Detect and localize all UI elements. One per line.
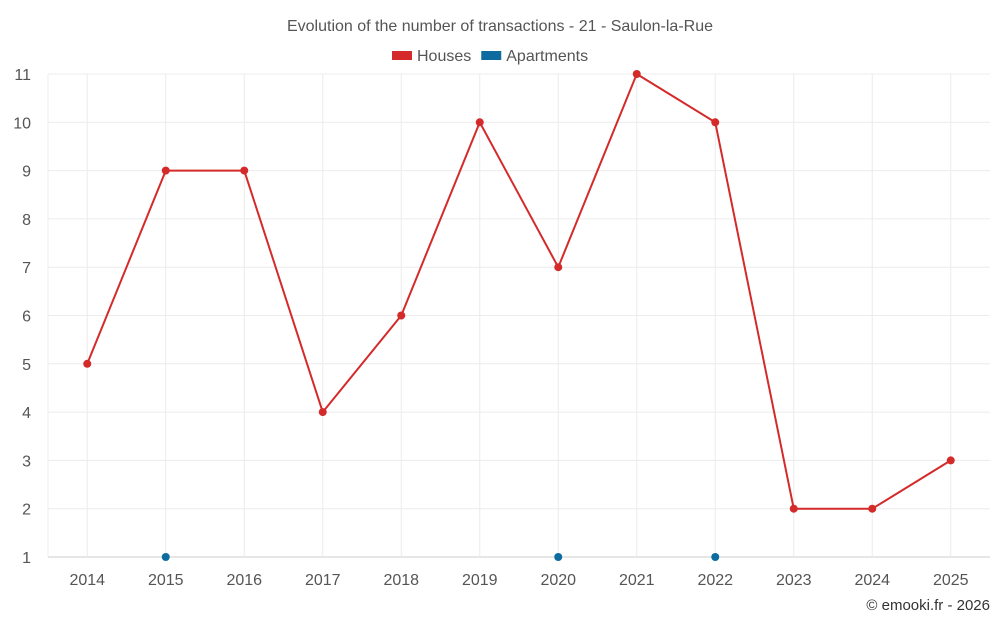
data-point — [789, 504, 798, 513]
x-tick-label: 2014 — [69, 572, 105, 589]
legend-label: Apartments — [506, 48, 588, 65]
data-point — [161, 553, 170, 561]
y-tick-label: 1 — [22, 550, 31, 567]
data-point — [868, 504, 877, 513]
data-point — [318, 408, 327, 417]
grid — [47, 73, 990, 558]
data-point — [161, 166, 170, 175]
data-point — [711, 118, 720, 127]
y-tick-label: 2 — [22, 502, 31, 519]
x-tick-label: 2024 — [854, 572, 890, 589]
x-tick-label: 2016 — [226, 572, 262, 589]
y-tick-label: 5 — [22, 357, 31, 374]
x-tick-label: 2021 — [619, 572, 655, 589]
y-tick-label: 6 — [22, 309, 31, 326]
legend-item-houses[interactable]: Houses — [392, 48, 471, 65]
data-point — [632, 70, 641, 78]
x-tick-label: 2017 — [305, 572, 341, 589]
legend-item-apartments[interactable]: Apartments — [481, 48, 588, 65]
x-tick-label: 2023 — [776, 572, 812, 589]
series-line — [86, 72, 952, 510]
y-tick-label: 9 — [22, 164, 31, 181]
data-point — [946, 456, 955, 465]
legend-swatch — [392, 51, 412, 60]
data-point — [711, 553, 720, 561]
data-point — [475, 118, 484, 127]
legend-swatch — [481, 51, 502, 60]
x-tick-label: 2019 — [462, 572, 498, 589]
y-tick-label: 10 — [13, 115, 31, 132]
legend-label: Houses — [417, 48, 471, 65]
credit-text: © emooki.fr - 2026 — [866, 597, 990, 614]
x-axis-ticks: 2014 2015 2016 2017 2018 2019 2020 2021 2022 2023… — [69, 572, 968, 589]
legend: Houses Apartments — [392, 48, 588, 65]
data-point — [554, 553, 563, 561]
x-tick-label: 2015 — [148, 572, 184, 589]
data-point — [397, 311, 406, 320]
data-point — [240, 166, 249, 175]
x-tick-label: 2018 — [383, 572, 419, 589]
x-tick-label: 2022 — [697, 572, 733, 589]
y-tick-label: 11 — [14, 67, 31, 84]
y-tick-label: 4 — [22, 405, 31, 422]
series-apartments — [161, 553, 720, 561]
y-axis-ticks: 1 2 3 4 5 6 7 8 9 10 11 — [13, 67, 31, 567]
y-tick-label: 3 — [22, 453, 31, 470]
y-tick-label: 7 — [22, 260, 31, 277]
series-layer — [83, 70, 955, 561]
y-tick-label: 8 — [22, 212, 31, 229]
x-tick-label: 2025 — [933, 572, 969, 589]
data-point — [554, 263, 563, 272]
chart-title: Evolution of the number of transactions … — [287, 18, 713, 35]
data-point — [83, 359, 92, 368]
x-tick-label: 2020 — [540, 572, 576, 589]
series-houses — [83, 70, 955, 513]
